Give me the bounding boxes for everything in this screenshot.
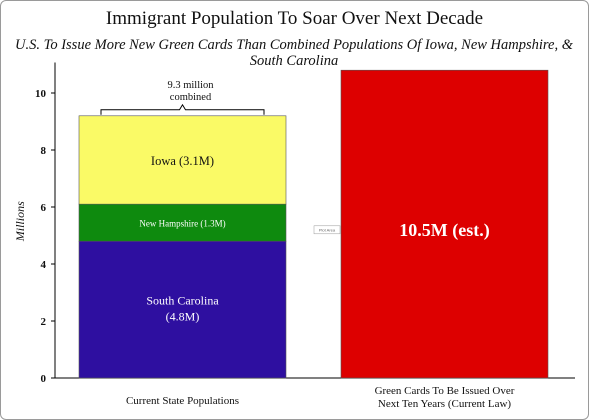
x-tick-label: Next Ten Years (Current Law) [378,398,511,410]
y-tick-label: 10 [35,88,47,100]
segment-label-south-carolina: South Carolina [146,294,219,308]
y-axis-label: Millions [13,201,27,242]
y-tick-label: 0 [41,373,47,385]
plot-area-tooltip: Plot Area [313,225,341,235]
bar-green-cards [340,69,549,379]
y-tick-label: 2 [41,316,47,328]
chart-subtitle: U.S. To Issue More New Green Cards Than … [15,37,573,69]
combined-annotation-label: 9.3 million [167,80,214,91]
plot-area-tooltip-label: Plot Area [319,227,336,232]
y-tick-label: 6 [41,202,47,214]
x-tick-label: Green Cards To Be Issued Over [375,385,515,397]
segment-labels: South Carolina (4.8M) New Hampshire (1.3M)… [139,154,489,324]
bars [78,69,549,379]
combined-bracket [100,103,265,115]
x-axis-labels: Current State Populations Green Cards To … [126,385,515,410]
bar-new-hampshire [78,203,287,242]
bar-iowa [78,115,287,205]
plot-area-tooltip-box [313,225,341,235]
chart-title: Immigrant Population To Soar Over Next D… [105,8,484,29]
segment-label-iowa: Iowa (3.1M) [151,154,214,168]
segment-label-green-cards: 10.5M (est.) [399,220,489,241]
y-tick-label: 4 [41,259,47,271]
y-tick-label: 8 [41,145,47,157]
bar-south-carolina [78,240,287,379]
segment-label-south-carolina: (4.8M) [166,310,200,324]
combined-annotation-label: combined [170,92,212,103]
segment-label-new-hampshire: New Hampshire (1.3M) [139,219,225,229]
x-tick-label: Current State Populations [126,395,239,407]
